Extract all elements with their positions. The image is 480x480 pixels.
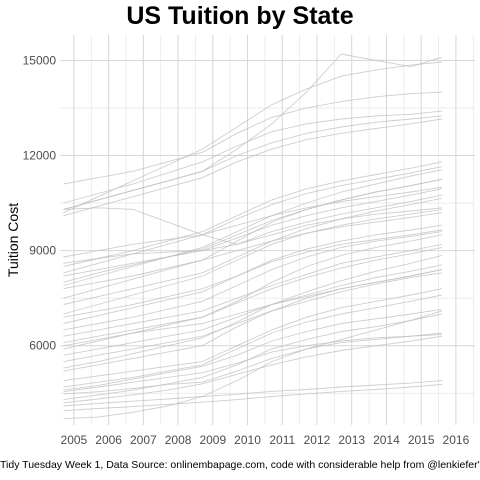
series-line-11 — [63, 269, 443, 372]
y-tick-label: 9000 — [29, 244, 56, 258]
series-line-21 — [63, 229, 443, 318]
major-gridlines — [60, 35, 475, 425]
x-tick-label: 2005 — [61, 433, 88, 447]
series-line-30 — [63, 161, 443, 267]
series-line-31 — [63, 186, 443, 258]
series-line-7 — [63, 294, 443, 388]
series-line-1 — [63, 380, 443, 407]
series-line-13 — [63, 272, 443, 363]
series-line-34 — [63, 118, 443, 217]
series-lines — [63, 53, 443, 420]
series-line-33 — [63, 207, 443, 245]
x-tick-label: 2011 — [269, 433, 295, 447]
x-tick-label: 2006 — [95, 433, 122, 447]
series-line-6 — [63, 308, 443, 391]
x-axis-ticks: 2005 2006 2007 2008 2009 2010 2011 2012 2013 2014… — [61, 433, 470, 447]
x-tick-label: 2015 — [408, 433, 435, 447]
series-line-38 — [63, 61, 443, 214]
minor-gridlines — [60, 35, 475, 425]
series-line-2 — [63, 383, 443, 412]
y-tick-label: 12000 — [23, 148, 57, 162]
series-line-4 — [63, 332, 443, 395]
series-line-8 — [63, 288, 443, 382]
series-line-14 — [63, 264, 443, 356]
series-line-27 — [63, 178, 443, 283]
series-line-10 — [63, 310, 443, 420]
series-line-36 — [63, 110, 443, 204]
chart-caption: Tidy Tuesday Week 1, Data Source: online… — [0, 459, 480, 471]
x-tick-label: 2010 — [234, 433, 261, 447]
series-line-32 — [63, 194, 443, 264]
series-line-29 — [63, 166, 443, 274]
x-tick-label: 2014 — [373, 433, 400, 447]
x-tick-label: 2013 — [338, 433, 365, 447]
series-line-12 — [63, 254, 443, 369]
series-line-9 — [63, 335, 443, 404]
chart-title: US Tuition by State — [126, 2, 354, 30]
series-line-39 — [63, 53, 443, 210]
series-line-16 — [63, 269, 443, 347]
y-tick-label: 15000 — [23, 53, 57, 67]
y-tick-label: 6000 — [29, 339, 56, 353]
series-line-22 — [63, 208, 443, 315]
y-axis-ticks: 6000 9000 12000 15000 — [23, 53, 57, 352]
series-line-37 — [63, 91, 443, 185]
series-line-26 — [63, 169, 443, 286]
x-tick-label: 2008 — [165, 433, 192, 447]
x-tick-label: 2009 — [199, 433, 226, 447]
series-line-28 — [63, 188, 443, 277]
series-line-19 — [63, 231, 443, 331]
x-tick-label: 2007 — [130, 433, 157, 447]
series-line-18 — [63, 243, 443, 337]
x-tick-label: 2016 — [443, 433, 470, 447]
series-line-20 — [63, 224, 443, 324]
series-line-25 — [63, 212, 443, 290]
series-line-3 — [63, 313, 443, 401]
x-tick-label: 2012 — [304, 433, 331, 447]
series-line-5 — [63, 334, 443, 393]
series-line-23 — [63, 197, 443, 305]
